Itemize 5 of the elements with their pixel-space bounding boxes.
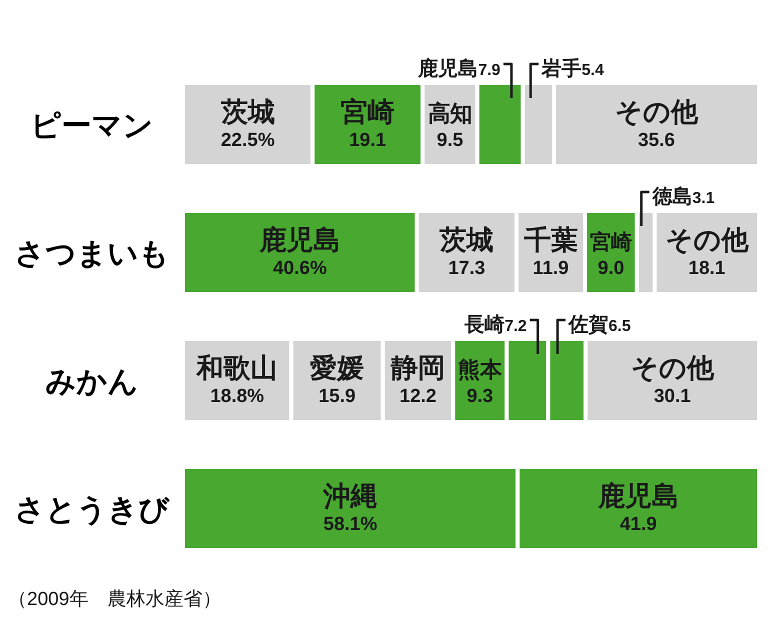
annotation: （2009年 農林水産省） xyxy=(8,589,222,610)
category: さとうきび xyxy=(14,494,170,526)
category: ピーマン xyxy=(30,110,154,142)
category: さつまいも xyxy=(14,238,170,270)
category: みかん xyxy=(46,366,138,398)
